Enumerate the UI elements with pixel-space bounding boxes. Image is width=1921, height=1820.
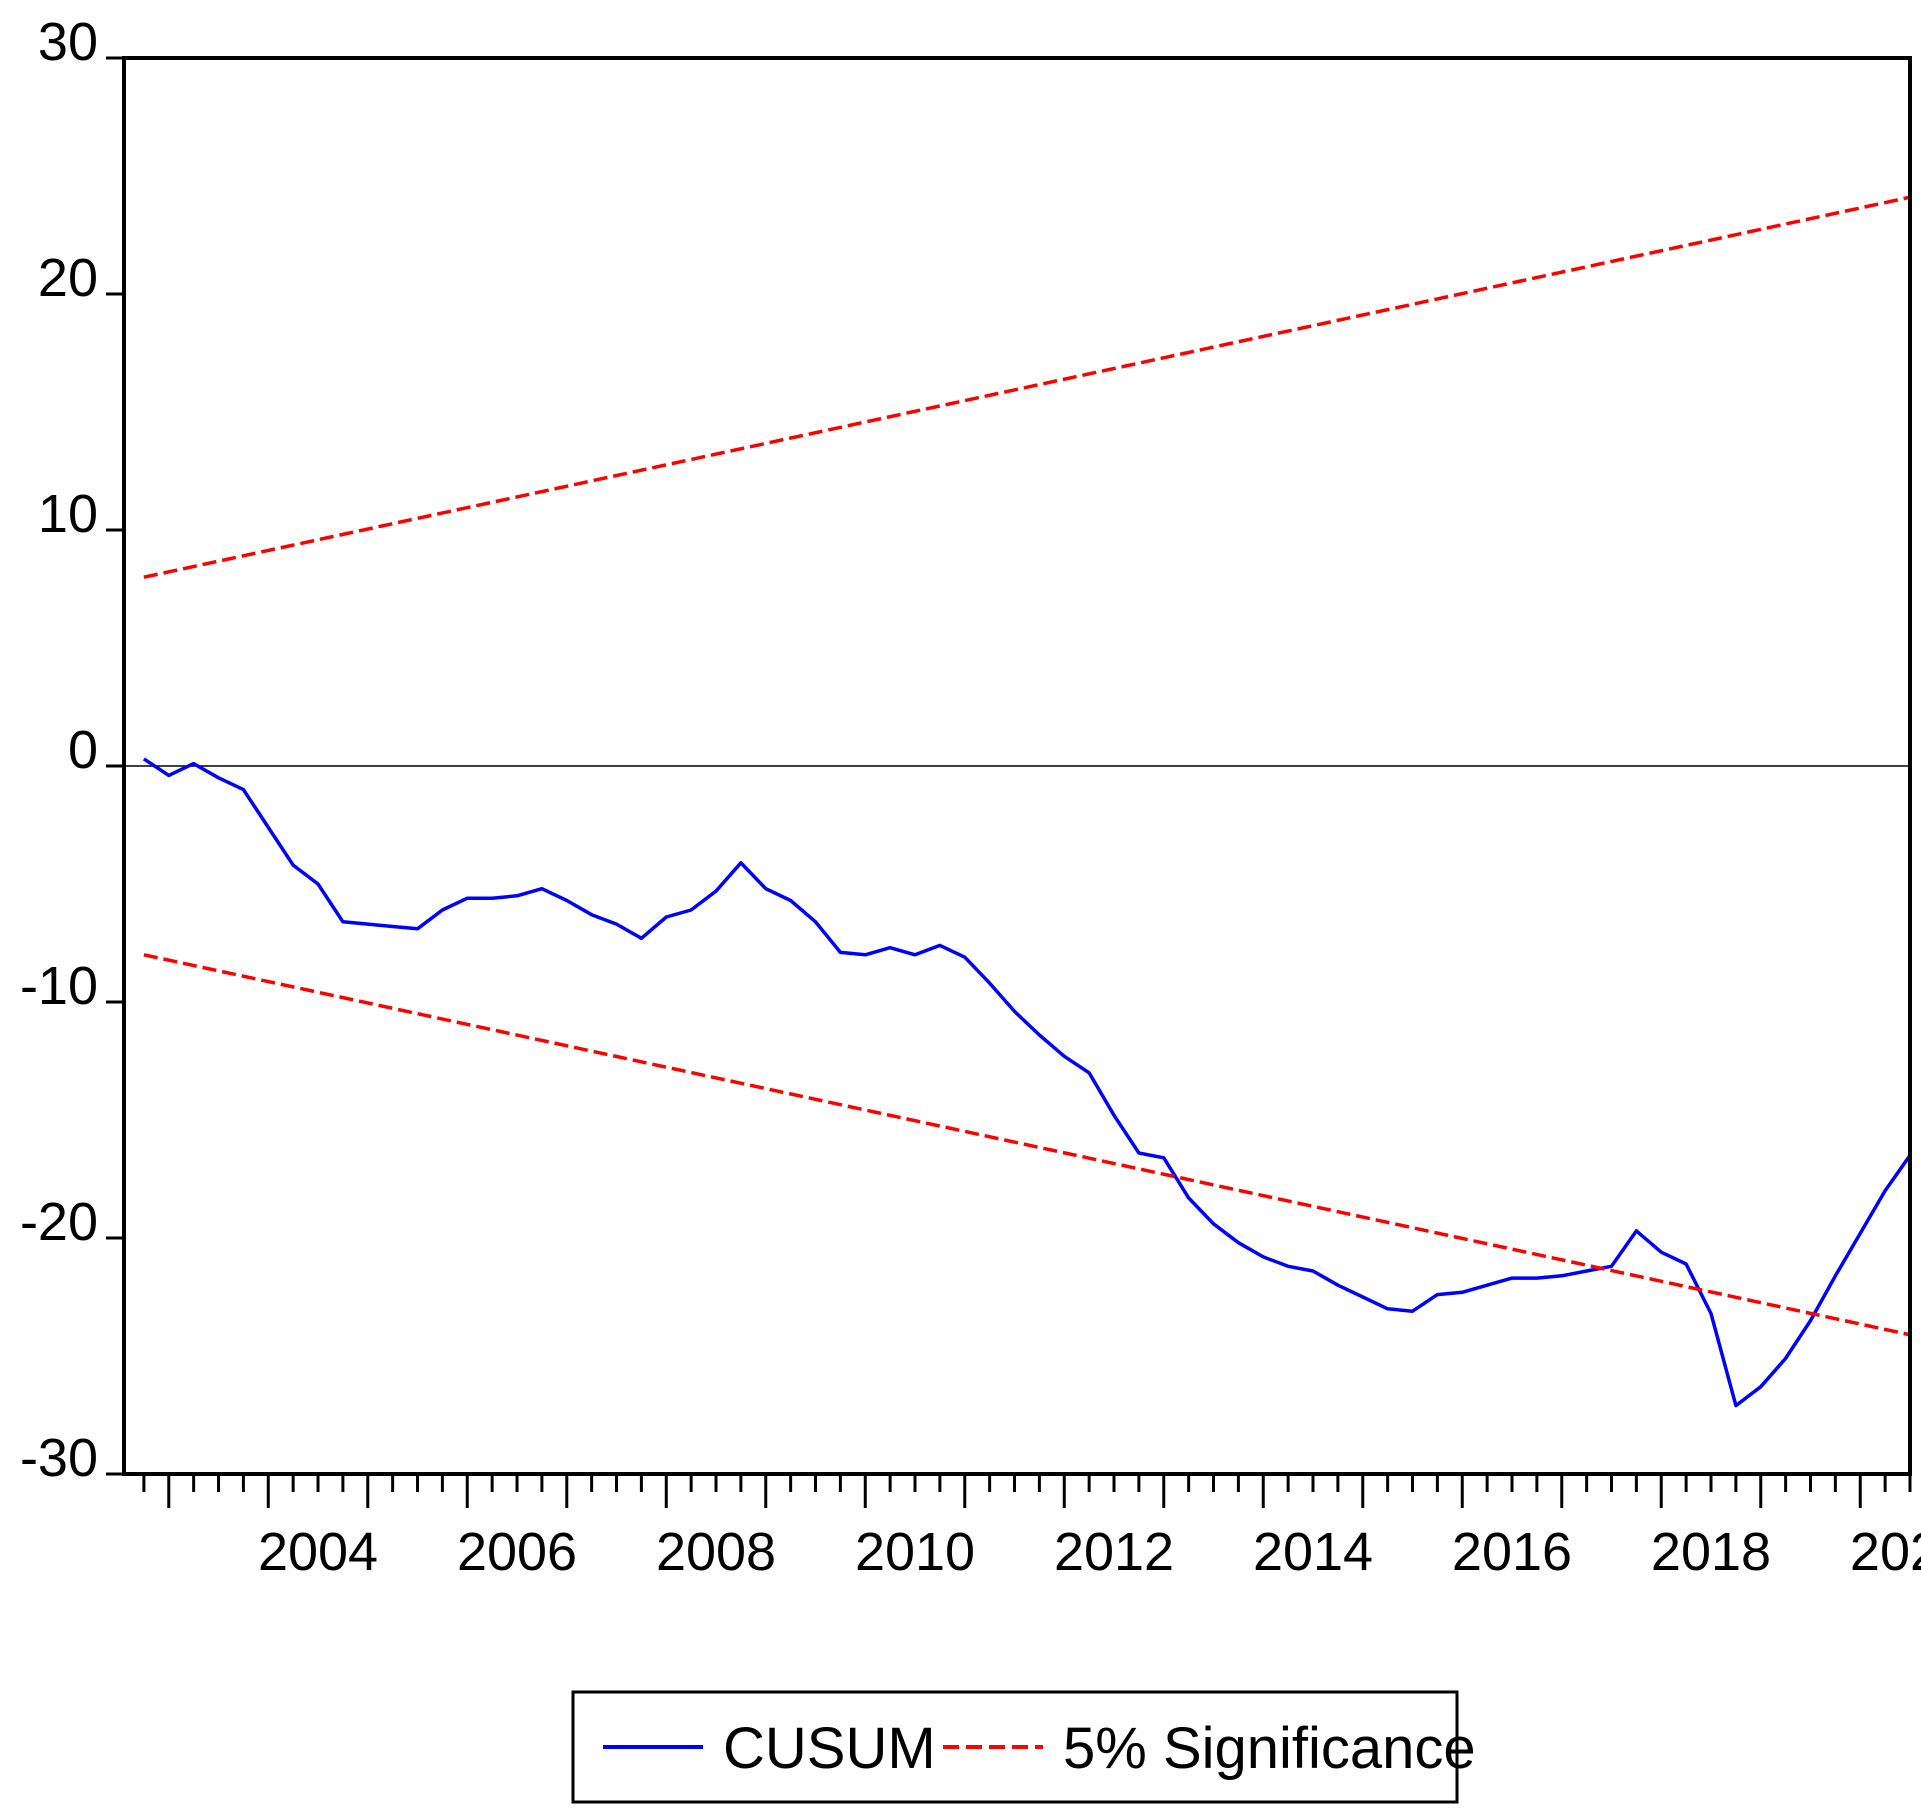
y-tick-label: 20 — [38, 248, 98, 308]
cusum-series-line — [142, 757, 1912, 1408]
x-tick-label: 2004 — [258, 1522, 378, 1582]
y-tick-label: -10 — [20, 956, 98, 1016]
y-tick-label: -30 — [20, 1428, 98, 1488]
significance-upper-line — [143, 195, 1911, 579]
y-tick-label: 0 — [68, 720, 98, 780]
x-tick-label: 2006 — [457, 1522, 577, 1582]
legend-label-cusum: CUSUM — [723, 1716, 936, 1781]
x-tick-label: 2010 — [855, 1522, 975, 1582]
x-tick-label: 2014 — [1253, 1522, 1373, 1582]
y-tick-label: 10 — [38, 484, 98, 544]
legend-label-significance: 5% Significance — [1063, 1716, 1476, 1781]
x-tick-label: 2008 — [656, 1522, 776, 1582]
x-tick-label: 2018 — [1651, 1522, 1771, 1582]
x-tick-label: 2020 — [1850, 1522, 1921, 1582]
legend: CUSUM 5% Significance — [571, 1690, 1476, 1804]
x-tick-label: 2012 — [1054, 1522, 1174, 1582]
y-tick-label: 30 — [38, 12, 98, 72]
y-tick-label: -20 — [20, 1192, 98, 1252]
x-tick-label: 2016 — [1452, 1522, 1572, 1582]
significance-lower-line — [143, 953, 1911, 1337]
